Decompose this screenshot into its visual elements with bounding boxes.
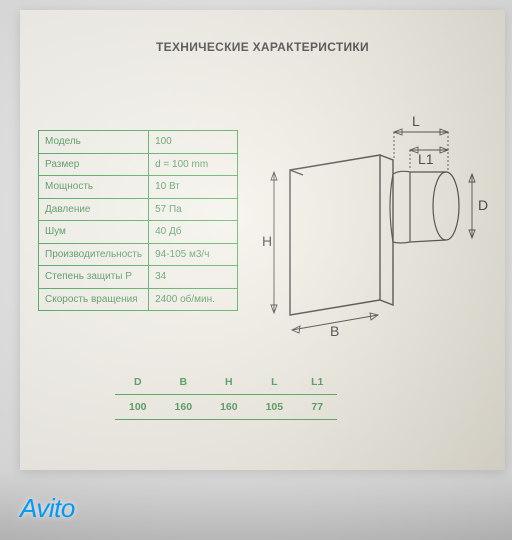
avito-watermark: Avito — [20, 493, 75, 524]
table-row: Скорость вращения2400 об/мин. — [39, 288, 238, 311]
dims-col: H — [206, 370, 252, 395]
spec-table: Модель100 Размерd = 100 mm Мощность10 Вт… — [38, 130, 238, 311]
spec-key: Производительность — [39, 243, 149, 266]
table-row: Давление57 Па — [39, 198, 238, 221]
spec-key: Степень защиты P — [39, 266, 149, 289]
spec-val: 94-105 м3/ч — [149, 243, 238, 266]
spec-key: Мощность — [39, 176, 149, 199]
table-row: Шум40 Дб — [39, 221, 238, 244]
spec-val: d = 100 mm — [149, 153, 238, 176]
table-row: 100 160 160 105 77 — [115, 395, 337, 420]
table-row: Производительность94-105 м3/ч — [39, 243, 238, 266]
spec-val: 10 Вт — [149, 176, 238, 199]
paper-sheet: ТЕХНИЧЕСКИЕ ХАРАКТЕРИСТИКИ Модель100 Раз… — [20, 10, 505, 470]
dims-val: 160 — [161, 395, 207, 420]
dimensions-table: D B H L L1 100 160 160 105 77 — [115, 370, 337, 420]
table-row: Размерd = 100 mm — [39, 153, 238, 176]
spec-key: Размер — [39, 153, 149, 176]
spec-key: Модель — [39, 131, 149, 154]
dims-col: D — [115, 370, 161, 395]
dims-col: L1 — [297, 370, 337, 395]
spec-key: Скорость вращения — [39, 288, 149, 311]
photo-edge-shadow — [0, 470, 512, 540]
table-row: Степень защиты P34 — [39, 266, 238, 289]
table-row: Мощность10 Вт — [39, 176, 238, 199]
page-title: ТЕХНИЧЕСКИЕ ХАРАКТЕРИСТИКИ — [20, 40, 505, 54]
dims-val: 100 — [115, 395, 161, 420]
dims-col: B — [161, 370, 207, 395]
dimension-diagram: H B D L L1 — [260, 110, 490, 340]
label-d: D — [478, 197, 488, 213]
dims-val: 160 — [206, 395, 252, 420]
label-b: B — [330, 323, 339, 339]
label-l1: L1 — [418, 151, 434, 167]
label-h: H — [262, 233, 272, 249]
spec-val: 34 — [149, 266, 238, 289]
dims-val: 77 — [297, 395, 337, 420]
spec-key: Шум — [39, 221, 149, 244]
spec-val: 40 Дб — [149, 221, 238, 244]
spec-val: 100 — [149, 131, 238, 154]
spec-val: 2400 об/мин. — [149, 288, 238, 311]
label-l: L — [412, 113, 420, 129]
dims-col: L — [252, 370, 298, 395]
spec-val: 57 Па — [149, 198, 238, 221]
dims-val: 105 — [252, 395, 298, 420]
spec-key: Давление — [39, 198, 149, 221]
table-row: Модель100 — [39, 131, 238, 154]
